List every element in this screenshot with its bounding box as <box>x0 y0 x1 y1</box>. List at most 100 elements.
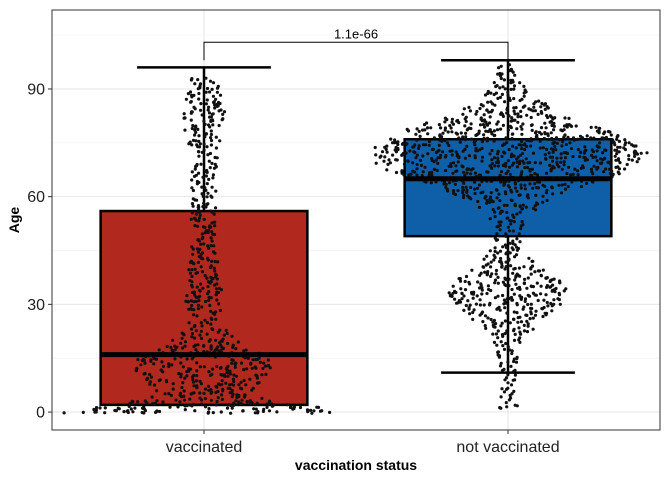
data-point <box>197 139 201 143</box>
data-point <box>550 309 554 313</box>
data-point <box>206 191 210 195</box>
data-point <box>192 300 196 304</box>
data-point <box>603 156 607 160</box>
data-point <box>194 212 198 216</box>
data-point <box>92 407 96 412</box>
data-point <box>443 120 447 124</box>
data-point <box>152 357 156 361</box>
data-point <box>645 151 649 155</box>
data-point <box>209 194 213 198</box>
data-point <box>216 396 220 400</box>
data-point <box>198 391 202 395</box>
data-point <box>473 143 477 147</box>
data-point <box>244 383 248 387</box>
data-point <box>458 279 463 283</box>
data-point <box>512 357 516 361</box>
data-point <box>481 190 485 194</box>
data-point <box>207 410 211 414</box>
data-point <box>493 249 497 253</box>
data-point <box>608 167 612 171</box>
data-point <box>529 302 533 306</box>
data-point <box>496 159 500 163</box>
data-point <box>558 281 562 285</box>
data-point <box>559 152 563 156</box>
data-point <box>441 150 445 154</box>
data-point <box>197 134 201 138</box>
data-point <box>531 109 535 113</box>
data-point <box>218 139 222 143</box>
data-point <box>449 162 453 166</box>
data-point <box>615 152 619 156</box>
data-point <box>614 165 618 169</box>
data-point <box>515 237 519 241</box>
data-point <box>245 367 249 371</box>
data-point <box>565 151 570 156</box>
data-point <box>533 182 537 186</box>
data-point <box>202 344 206 348</box>
data-point <box>539 126 544 130</box>
data-point <box>564 142 569 147</box>
data-point <box>199 108 203 112</box>
data-point <box>483 270 487 274</box>
data-point <box>209 316 213 320</box>
data-point <box>187 367 191 371</box>
data-point <box>501 245 505 249</box>
data-point <box>479 117 483 121</box>
data-point <box>508 165 512 169</box>
data-point <box>526 302 530 307</box>
data-point <box>423 143 428 147</box>
data-point <box>534 100 538 104</box>
data-point <box>408 149 412 153</box>
data-point <box>209 244 213 248</box>
data-point <box>616 134 620 138</box>
data-point <box>219 108 223 112</box>
data-point <box>203 387 208 391</box>
data-point <box>523 142 527 146</box>
data-point <box>190 186 194 190</box>
data-point <box>428 171 432 175</box>
p-value-label: 1.1e-66 <box>334 26 378 41</box>
data-point <box>210 259 214 263</box>
data-point <box>210 161 214 165</box>
data-point <box>409 172 413 176</box>
data-point <box>478 106 482 111</box>
data-point <box>179 375 183 379</box>
data-point <box>502 298 506 302</box>
data-point <box>265 405 269 409</box>
data-point <box>627 154 631 158</box>
data-point <box>497 305 501 309</box>
data-point <box>467 154 471 158</box>
data-point <box>200 185 204 189</box>
data-point <box>543 107 547 111</box>
data-point <box>207 370 211 374</box>
data-point <box>534 193 538 197</box>
data-point <box>494 332 498 336</box>
data-point <box>413 170 417 174</box>
data-point <box>199 321 203 325</box>
data-point <box>260 373 264 377</box>
data-point <box>503 267 507 271</box>
data-point <box>179 341 183 345</box>
data-point <box>467 126 471 130</box>
data-point <box>516 115 520 119</box>
data-point <box>496 120 500 124</box>
data-point <box>598 141 602 145</box>
data-point <box>255 401 259 405</box>
data-point <box>464 119 468 124</box>
data-point <box>213 220 217 224</box>
data-point <box>523 166 527 170</box>
data-point <box>190 202 195 206</box>
data-point <box>193 324 197 328</box>
data-point <box>406 159 410 163</box>
data-point <box>637 157 641 161</box>
data-point <box>199 242 203 246</box>
data-point <box>239 361 244 365</box>
data-point <box>458 277 462 281</box>
data-point <box>180 346 185 350</box>
data-point <box>518 204 522 208</box>
data-point <box>189 307 193 311</box>
data-point <box>525 165 530 170</box>
data-point <box>211 232 215 236</box>
data-point <box>510 287 514 292</box>
data-point <box>201 286 205 290</box>
